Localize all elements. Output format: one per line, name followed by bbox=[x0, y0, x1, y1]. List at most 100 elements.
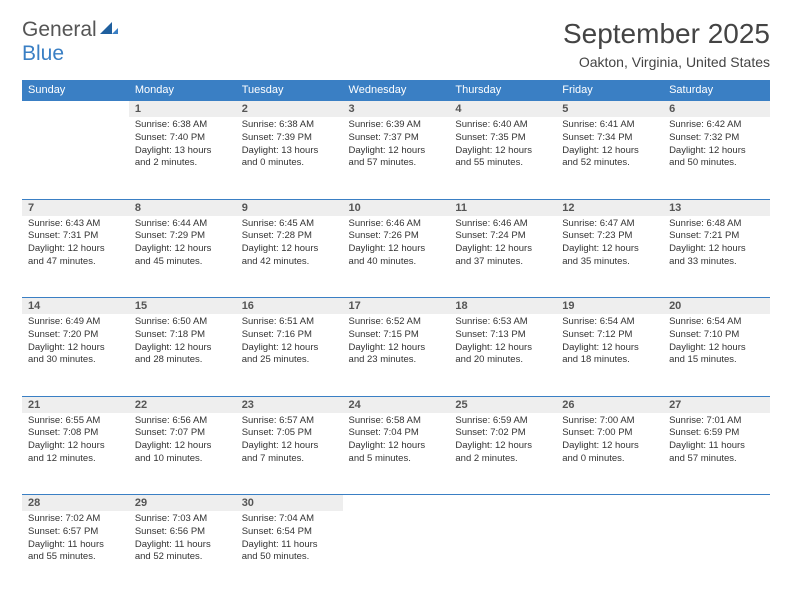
sunset-text: Sunset: 7:10 PM bbox=[669, 329, 764, 342]
day-detail-cell: Sunrise: 6:53 AMSunset: 7:13 PMDaylight:… bbox=[449, 314, 556, 396]
day-details: Sunrise: 6:56 AMSunset: 7:07 PMDaylight:… bbox=[129, 413, 236, 470]
sunrise-text: Sunrise: 6:40 AM bbox=[455, 119, 550, 132]
daylight-text-2: and 57 minutes. bbox=[669, 453, 764, 466]
day-details: Sunrise: 7:01 AMSunset: 6:59 PMDaylight:… bbox=[663, 413, 770, 470]
day-number-cell: 27 bbox=[663, 396, 770, 413]
day-details: Sunrise: 6:46 AMSunset: 7:26 PMDaylight:… bbox=[343, 216, 450, 273]
sunrise-text: Sunrise: 6:56 AM bbox=[135, 415, 230, 428]
day-details: Sunrise: 6:39 AMSunset: 7:37 PMDaylight:… bbox=[343, 117, 450, 174]
day-number-cell: 9 bbox=[236, 199, 343, 216]
sunset-text: Sunset: 7:37 PM bbox=[349, 132, 444, 145]
day-header-row: Sunday Monday Tuesday Wednesday Thursday… bbox=[22, 80, 770, 101]
day-number-cell: 8 bbox=[129, 199, 236, 216]
daylight-text-1: Daylight: 12 hours bbox=[28, 440, 123, 453]
day-number-cell bbox=[556, 495, 663, 512]
day-detail-cell: Sunrise: 6:54 AMSunset: 7:10 PMDaylight:… bbox=[663, 314, 770, 396]
daylight-text-1: Daylight: 12 hours bbox=[349, 243, 444, 256]
day-number-row: 14151617181920 bbox=[22, 298, 770, 315]
daylight-text-2: and 50 minutes. bbox=[242, 551, 337, 564]
day-number-cell: 19 bbox=[556, 298, 663, 315]
day-details: Sunrise: 6:48 AMSunset: 7:21 PMDaylight:… bbox=[663, 216, 770, 273]
daylight-text-1: Daylight: 12 hours bbox=[135, 243, 230, 256]
sunset-text: Sunset: 6:56 PM bbox=[135, 526, 230, 539]
daylight-text-2: and 2 minutes. bbox=[455, 453, 550, 466]
day-detail-cell: Sunrise: 6:48 AMSunset: 7:21 PMDaylight:… bbox=[663, 216, 770, 298]
sunset-text: Sunset: 6:59 PM bbox=[669, 427, 764, 440]
day-detail-row: Sunrise: 6:38 AMSunset: 7:40 PM Daylight:… bbox=[22, 117, 770, 199]
day-details: Sunrise: 6:47 AMSunset: 7:23 PMDaylight:… bbox=[556, 216, 663, 273]
day-details: Sunrise: 6:38 AMSunset: 7:39 PMDaylight:… bbox=[236, 117, 343, 174]
day-header: Thursday bbox=[449, 80, 556, 101]
day-header: Wednesday bbox=[343, 80, 450, 101]
sunrise-text: Sunrise: 6:46 AM bbox=[349, 218, 444, 231]
daylight-text-1: Daylight: 11 hours bbox=[28, 539, 123, 552]
day-detail-cell bbox=[22, 117, 129, 199]
day-detail-cell: Sunrise: 7:01 AMSunset: 6:59 PMDaylight:… bbox=[663, 413, 770, 495]
day-detail-cell: Sunrise: 6:59 AMSunset: 7:02 PMDaylight:… bbox=[449, 413, 556, 495]
daylight-text-2: and 45 minutes. bbox=[135, 256, 230, 269]
sunrise-text: Sunrise: 6:38 AM bbox=[135, 119, 230, 132]
daylight-text-1: Daylight: 12 hours bbox=[242, 243, 337, 256]
daylight-text-2: and 20 minutes. bbox=[455, 354, 550, 367]
day-details: Sunrise: 6:42 AMSunset: 7:32 PMDaylight:… bbox=[663, 117, 770, 174]
day-number-cell: 11 bbox=[449, 199, 556, 216]
sunset-text: Sunset: 7:15 PM bbox=[349, 329, 444, 342]
sunset-text: Sunset: 7:13 PM bbox=[455, 329, 550, 342]
daylight-text-2: and 55 minutes. bbox=[28, 551, 123, 564]
brand-logo: General Blue bbox=[22, 18, 119, 66]
daylight-text-2: and 37 minutes. bbox=[455, 256, 550, 269]
day-detail-cell: Sunrise: 6:51 AMSunset: 7:16 PMDaylight:… bbox=[236, 314, 343, 396]
daylight-text-2: and 15 minutes. bbox=[669, 354, 764, 367]
day-detail-cell: Sunrise: 6:42 AMSunset: 7:32 PMDaylight:… bbox=[663, 117, 770, 199]
sunrise-text: Sunrise: 6:44 AM bbox=[135, 218, 230, 231]
daylight-text-1: Daylight: 12 hours bbox=[455, 243, 550, 256]
day-number-cell: 3 bbox=[343, 101, 450, 118]
day-number-cell: 6 bbox=[663, 101, 770, 118]
sunrise-text: Sunrise: 6:54 AM bbox=[562, 316, 657, 329]
daylight-text-2: and 7 minutes. bbox=[242, 453, 337, 466]
day-number-cell bbox=[449, 495, 556, 512]
daylight-text-2: and 42 minutes. bbox=[242, 256, 337, 269]
daylight-text-2: and 25 minutes. bbox=[242, 354, 337, 367]
day-details: Sunrise: 7:03 AMSunset: 6:56 PMDaylight:… bbox=[129, 511, 236, 568]
day-header: Sunday bbox=[22, 80, 129, 101]
day-number-cell: 1 bbox=[129, 101, 236, 118]
sunset-text: Sunset: 7:16 PM bbox=[242, 329, 337, 342]
day-detail-cell: Sunrise: 7:02 AMSunset: 6:57 PMDaylight:… bbox=[22, 511, 129, 593]
day-detail-cell: Sunrise: 6:43 AMSunset: 7:31 PMDaylight:… bbox=[22, 216, 129, 298]
day-header: Friday bbox=[556, 80, 663, 101]
day-details: Sunrise: 7:04 AMSunset: 6:54 PMDaylight:… bbox=[236, 511, 343, 568]
daylight-text-1: Daylight: 12 hours bbox=[562, 440, 657, 453]
daylight-text-2: and 50 minutes. bbox=[669, 157, 764, 170]
calendar-table: Sunday Monday Tuesday Wednesday Thursday… bbox=[22, 80, 770, 593]
day-details: Sunrise: 6:51 AMSunset: 7:16 PMDaylight:… bbox=[236, 314, 343, 371]
sunset-text: Sunset: 6:57 PM bbox=[28, 526, 123, 539]
location-text: Oakton, Virginia, United States bbox=[563, 54, 770, 70]
daylight-text-1: Daylight: 12 hours bbox=[28, 342, 123, 355]
sunrise-text: Sunrise: 7:04 AM bbox=[242, 513, 337, 526]
day-number-row: 123456 bbox=[22, 101, 770, 118]
title-block: September 2025 Oakton, Virginia, United … bbox=[563, 18, 770, 70]
sunset-text: Sunset: 7:40 PM bbox=[135, 132, 230, 145]
sunset-text: Sunset: 7:04 PM bbox=[349, 427, 444, 440]
day-detail-cell: Sunrise: 6:46 AMSunset: 7:24 PMDaylight:… bbox=[449, 216, 556, 298]
day-detail-cell: Sunrise: 6:54 AMSunset: 7:12 PMDaylight:… bbox=[556, 314, 663, 396]
day-number-cell: 12 bbox=[556, 199, 663, 216]
sunrise-text: Sunrise: 6:53 AM bbox=[455, 316, 550, 329]
day-details: Sunrise: 6:44 AMSunset: 7:29 PMDaylight:… bbox=[129, 216, 236, 273]
daylight-text-2: and 0 minutes. bbox=[242, 157, 337, 170]
day-details: Sunrise: 7:02 AMSunset: 6:57 PMDaylight:… bbox=[22, 511, 129, 568]
day-details: Sunrise: 6:46 AMSunset: 7:24 PMDaylight:… bbox=[449, 216, 556, 273]
daylight-text-2: and 28 minutes. bbox=[135, 354, 230, 367]
sunrise-text: Sunrise: 7:03 AM bbox=[135, 513, 230, 526]
sunrise-text: Sunrise: 6:43 AM bbox=[28, 218, 123, 231]
daylight-text-1: Daylight: 12 hours bbox=[349, 342, 444, 355]
day-detail-cell: Sunrise: 6:46 AMSunset: 7:26 PMDaylight:… bbox=[343, 216, 450, 298]
day-detail-cell: Sunrise: 6:47 AMSunset: 7:23 PMDaylight:… bbox=[556, 216, 663, 298]
day-details: Sunrise: 6:58 AMSunset: 7:04 PMDaylight:… bbox=[343, 413, 450, 470]
day-details: Sunrise: 6:41 AMSunset: 7:34 PMDaylight:… bbox=[556, 117, 663, 174]
daylight-text-1: Daylight: 12 hours bbox=[669, 145, 764, 158]
day-detail-cell: Sunrise: 6:57 AMSunset: 7:05 PMDaylight:… bbox=[236, 413, 343, 495]
sunset-text: Sunset: 7:12 PM bbox=[562, 329, 657, 342]
daylight-text-1: Daylight: 12 hours bbox=[242, 440, 337, 453]
